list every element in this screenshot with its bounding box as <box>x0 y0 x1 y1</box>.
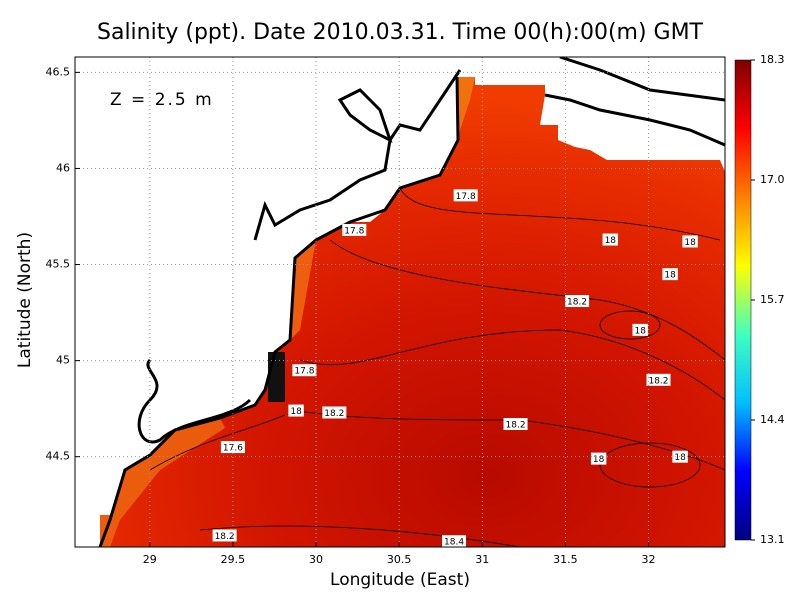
x-tick-label: 31.5 <box>553 553 578 566</box>
contour-label-text: 17.6 <box>223 444 243 454</box>
y-tick-label: 46.5 <box>46 65 71 78</box>
contour-label-text: 18.2 <box>215 532 235 542</box>
contour-label-box <box>212 529 237 542</box>
contour-label: 18.2 <box>646 373 671 386</box>
x-tick-label: 29 <box>143 553 157 566</box>
y-tick-label: 44.5 <box>46 450 71 463</box>
contour-label-box <box>453 189 478 202</box>
contour-label-text: 18 <box>290 407 302 417</box>
contour-label-text: 18 <box>684 238 696 248</box>
y-tick-label: 46 <box>56 161 70 174</box>
contour-label: 17.8 <box>292 364 317 377</box>
contour-labels: 17.8 17.8 18 18 18 18.2 18 17.8 18.2 18 18.2 18.2 18… <box>212 189 698 548</box>
x-tick-label: 29.5 <box>221 553 246 566</box>
contour-label: 18.2 <box>322 406 347 419</box>
contour-label: 18 <box>682 235 698 248</box>
contour-label-box <box>503 418 528 431</box>
coastline <box>98 57 725 547</box>
contour-label: 18.4 <box>442 535 467 548</box>
chart-title: Salinity (ppt). Date 2010.03.31. Time 00… <box>97 20 704 45</box>
contour-label-box <box>682 235 698 248</box>
plot-frame <box>74 56 726 548</box>
depth-annotation: Z = 2.5 m <box>110 90 214 110</box>
contour-label-box <box>288 404 304 417</box>
contour-label: 18.2 <box>212 529 237 542</box>
contour-label: 18.2 <box>503 418 528 431</box>
map-layer <box>98 57 725 547</box>
colorbar-tick-label: 14.4 <box>760 413 785 426</box>
contour-label-box <box>442 535 467 548</box>
contour-label: 17.6 <box>220 441 245 454</box>
coastal-fresh <box>457 77 475 140</box>
contour-label: 18.2 <box>565 295 590 308</box>
contour-label-box <box>632 323 648 336</box>
contour-label-text: 18 <box>674 453 686 463</box>
contour-label: 17.8 <box>453 189 478 202</box>
contour-label-text: 18 <box>593 455 605 465</box>
y-axis-label: Latitude (North) <box>15 232 35 368</box>
contour-label-text: 18.2 <box>567 298 587 308</box>
contour-label-box <box>602 233 619 246</box>
x-axis-label: Longitude (East) <box>330 570 470 590</box>
contour-label: 18 <box>590 452 607 465</box>
contour-label-text: 18.2 <box>506 421 526 431</box>
contour-label: 18 <box>662 268 678 281</box>
x-tick-label: 31 <box>475 553 489 566</box>
contour-label-text: 17.8 <box>344 226 364 236</box>
colorbar-tick-label: 17.0 <box>760 173 785 186</box>
grid <box>75 57 725 547</box>
contour-label-text: 18 <box>605 236 617 246</box>
colorbar <box>734 59 752 541</box>
contour-label-text: 17.8 <box>294 367 314 377</box>
colorbar-tick-label: 18.3 <box>760 53 785 66</box>
x-tick-label: 32 <box>642 553 656 566</box>
contour-label: 18 <box>672 450 688 463</box>
contour-label-box <box>220 441 245 454</box>
contour-label-box <box>590 452 607 465</box>
contour-label-text: 18 <box>664 271 676 281</box>
contour-label: 18 <box>632 323 648 336</box>
colorbar-tick-label: 13.1 <box>760 533 785 546</box>
contour-label-text: 18.4 <box>444 538 464 548</box>
contour-label: 18 <box>288 404 304 417</box>
sea-field <box>100 77 725 547</box>
contour-label: 18 <box>602 233 619 246</box>
contour-label-box <box>672 450 688 463</box>
contour-label-box <box>292 364 317 377</box>
contour-label-text: 18.2 <box>648 376 668 386</box>
contour-label-text: 18.2 <box>324 409 344 419</box>
contour-label-box <box>342 223 367 236</box>
contour-label-box <box>662 268 678 281</box>
colorbar-tick-label: 15.7 <box>760 293 785 306</box>
contour-label-box <box>322 406 347 419</box>
coastal-fresh <box>290 240 316 340</box>
contour-label-text: 17.8 <box>456 192 476 202</box>
x-tick-label: 30.5 <box>387 553 412 566</box>
contour-label-text: 18 <box>634 326 646 336</box>
y-tick-label: 45.5 <box>46 258 71 271</box>
contour-label-box <box>565 295 590 308</box>
contour-label: 17.8 <box>342 223 367 236</box>
contour-label-box <box>646 373 671 386</box>
x-tick-label: 30 <box>309 553 323 566</box>
plume <box>268 352 285 402</box>
y-tick-label: 45 <box>56 354 70 367</box>
